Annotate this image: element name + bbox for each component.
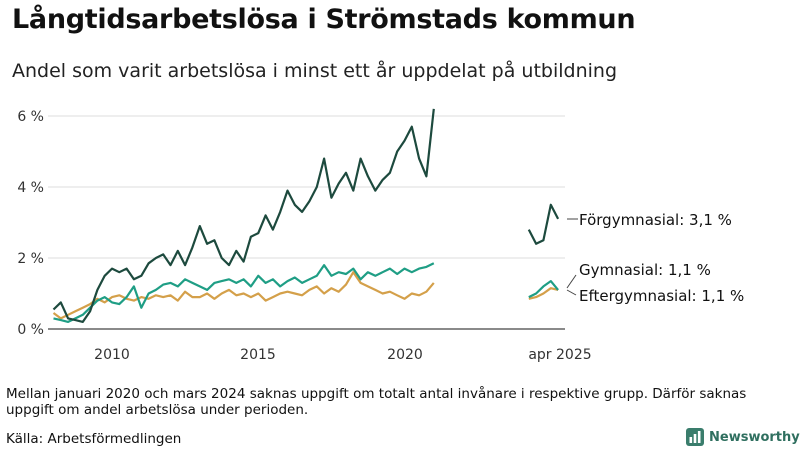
label-gymnasial: Gymnasial: 1,1 % <box>579 261 711 279</box>
label-connector-gymnasial <box>566 274 577 289</box>
line-chart: 6 % 4 % 2 % 0 % 2010 2015 2020 apr 2025 … <box>17 108 744 363</box>
label-eftergymnasial: Eftergymnasial: 1,1 % <box>579 287 744 305</box>
chart-title: Långtidsarbetslösa i Strömstads kommun <box>12 4 636 35</box>
series-line-eftergymnasial-segment-2 <box>528 287 559 300</box>
label-forgymnasial: Förgymnasial: 3,1 % <box>579 211 732 229</box>
y-axis-labels: 6 % 4 % 2 % 0 % <box>17 109 44 338</box>
grid-lines <box>48 115 565 259</box>
source-credit: Källa: Arbetsförmedlingen <box>6 431 182 447</box>
label-connector-eftergymnasial <box>566 289 577 296</box>
y-tick-label: 6 % <box>17 109 44 125</box>
series-line-förgymnasial-segment-2 <box>527 203 560 245</box>
series-lines <box>52 108 560 323</box>
y-tick-label: 0 % <box>17 322 44 338</box>
brand-logo: Newsworthy <box>686 428 800 446</box>
chart-subtitle: Andel som varit arbetslösa i minst ett å… <box>12 60 618 82</box>
series-line-eftergymnasial-segment-1 <box>52 271 435 320</box>
y-tick-label: 2 % <box>17 251 44 267</box>
x-axis-labels: 2010 2015 2020 apr 2025 <box>94 347 591 363</box>
newsworthy-bar-icon <box>686 428 704 446</box>
y-tick-label: 4 % <box>17 180 44 196</box>
chart-footnote: Mellan januari 2020 och mars 2024 saknas… <box>6 386 747 418</box>
x-tick-label: 2015 <box>240 347 276 363</box>
series-line-gymnasial-segment-2 <box>528 280 559 299</box>
series-labels: Förgymnasial: 3,1 % Gymnasial: 1,1 % Eft… <box>566 211 744 305</box>
x-tick-label: 2020 <box>387 347 423 363</box>
series-line-gymnasial-segment-1 <box>53 262 435 323</box>
series-line-förgymnasial-segment-1 <box>52 108 435 323</box>
x-tick-label: 2010 <box>94 347 130 363</box>
brand-name: Newsworthy <box>709 429 800 445</box>
x-tick-label: apr 2025 <box>528 347 591 363</box>
